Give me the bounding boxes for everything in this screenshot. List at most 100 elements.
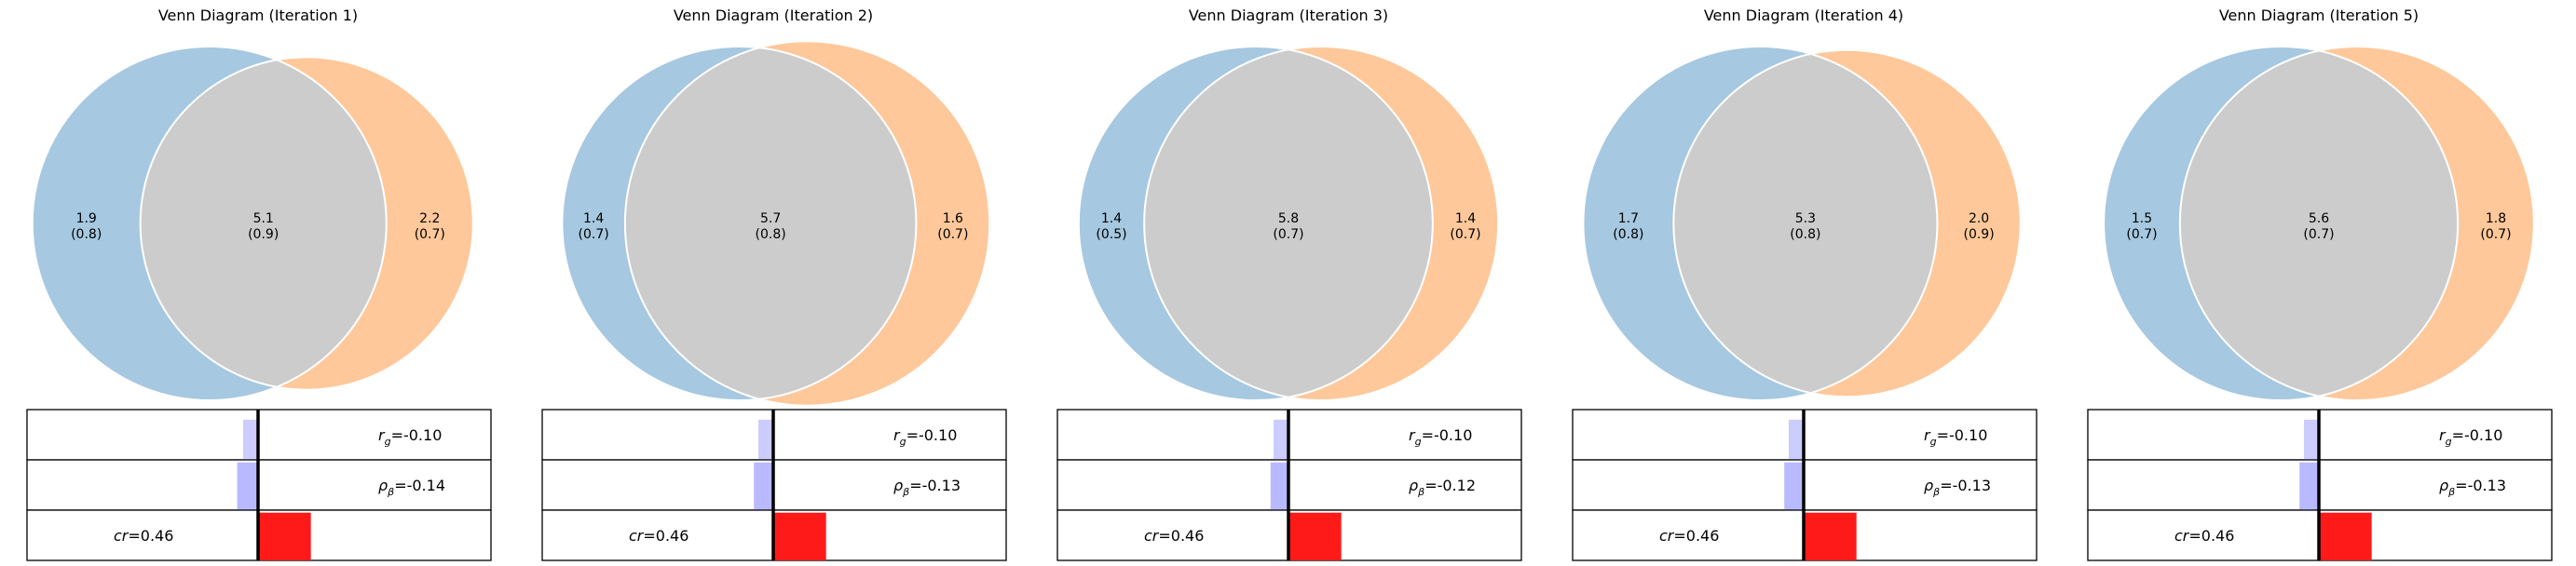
venn-panel-4: Venn Diagram (Iteration 4)1.7(0.8)5.3(0.… (1572, 7, 2038, 561)
stat-bar-rho (1270, 462, 1288, 510)
stat-subscript: β (2447, 486, 2455, 498)
left-only-value: 1.5 (2132, 211, 2152, 226)
overlap-sub: (0.9) (248, 227, 279, 242)
stat-symbol: ρ (893, 477, 903, 494)
chart-title: Venn Diagram (Iteration 5) (2219, 7, 2419, 24)
stat-value: =-0.13 (909, 477, 961, 494)
stat-bar-rg (243, 419, 258, 460)
stat-symbol: cr (1144, 527, 1160, 545)
overlap-sub: (0.8) (1790, 227, 1820, 242)
stat-bar-rg (1789, 419, 1804, 460)
stat-value: =0.46 (1158, 527, 1204, 545)
stat-bar-rho (1784, 462, 1804, 510)
stat-bar-cr (2319, 512, 2372, 560)
stat-symbol: r (893, 426, 901, 444)
overlap-sub: (0.7) (2303, 227, 2334, 242)
stat-value: =0.46 (643, 527, 688, 545)
stat-label-rho: ρβ=-0.14 (378, 477, 445, 498)
stat-symbol: r (1924, 426, 1931, 444)
stat-symbol: ρ (378, 477, 388, 494)
stat-bar-rho (2299, 462, 2319, 510)
overlap-value: 5.3 (1795, 211, 1816, 226)
stat-label-rg: rg=-0.10 (378, 426, 442, 448)
right-circle-edge (1143, 46, 1500, 401)
stat-value: =-0.10 (1937, 426, 1988, 444)
stat-label-rho: ρβ=-0.13 (1924, 477, 1991, 498)
left-only-sub: (0.8) (1613, 227, 1643, 242)
stat-subscript: g (1930, 436, 1937, 448)
stat-symbol: r (1409, 426, 1416, 444)
stat-bar-rg (2304, 419, 2319, 460)
right-only-value: 1.8 (2486, 211, 2506, 226)
left-only-value: 1.9 (76, 211, 97, 226)
stat-label-cr: cr=0.46 (629, 527, 688, 545)
stat-symbol: cr (1659, 527, 1675, 545)
stat-label-cr: cr=0.46 (1144, 527, 1204, 545)
stat-value: =-0.10 (2452, 426, 2503, 444)
left-only-value: 1.4 (583, 211, 604, 226)
stat-symbol: ρ (1924, 477, 1933, 494)
stat-subscript: g (900, 436, 906, 448)
stat-bar-rho (237, 462, 258, 510)
left-circle-edge (1077, 46, 1434, 401)
stat-value: =0.46 (2188, 527, 2234, 545)
left-only-sub: (0.5) (1096, 227, 1126, 242)
left-circle-edge (2103, 46, 2460, 401)
right-circle-edge (2178, 46, 2535, 401)
left-only-sub: (0.8) (71, 227, 102, 242)
right-only-sub: (0.9) (1963, 227, 1994, 242)
stat-label-rg: rg=-0.10 (893, 426, 957, 448)
stat-value: =-0.10 (906, 426, 958, 444)
venn-panel-3: Venn Diagram (Iteration 3)1.4(0.5)5.8(0.… (1056, 7, 1522, 561)
stat-symbol: cr (2174, 527, 2190, 545)
stat-subscript: β (387, 486, 394, 498)
stat-bar-cr (258, 512, 311, 560)
stat-value: =0.46 (128, 527, 173, 545)
right-only-value: 1.6 (943, 211, 963, 226)
stat-symbol: cr (629, 527, 645, 545)
right-circle-edge (623, 40, 991, 407)
venn-panel-1: Venn Diagram (Iteration 1)1.9(0.8)5.1(0.… (26, 7, 492, 561)
overlap-value: 5.6 (2309, 211, 2329, 226)
left-circle-edge (1582, 46, 1939, 401)
stat-bar-rg (1274, 419, 1288, 460)
stat-subscript: β (1932, 486, 1940, 498)
stat-value: =-0.13 (2455, 477, 2506, 494)
overlap-sub: (0.8) (756, 227, 786, 242)
venn-panel-2: Venn Diagram (Iteration 2)1.4(0.7)5.7(0.… (541, 7, 1007, 561)
right-only-sub: (0.7) (1450, 227, 1480, 242)
stat-value: =-0.12 (1424, 477, 1476, 494)
stat-bar-cr (773, 512, 826, 560)
chart-title: Venn Diagram (Iteration 1) (158, 7, 358, 24)
stat-symbol: r (378, 426, 386, 444)
stat-bar-rho (754, 462, 773, 510)
right-only-sub: (0.7) (415, 227, 445, 242)
right-circle-edge (139, 56, 474, 391)
right-only-sub: (0.7) (937, 227, 968, 242)
stat-subscript: g (2446, 436, 2452, 448)
right-only-value: 2.2 (419, 211, 440, 226)
stat-value: =0.46 (1673, 527, 1719, 545)
overlap-sub: (0.7) (1273, 227, 1303, 242)
left-only-sub: (0.7) (579, 227, 609, 242)
stat-label-rg: rg=-0.10 (1924, 426, 1987, 448)
stat-symbol: ρ (2439, 477, 2448, 494)
stat-bar-cr (1288, 512, 1342, 560)
chart-title: Venn Diagram (Iteration 4) (1704, 7, 1903, 24)
stat-symbol: cr (114, 527, 129, 545)
overlap-value: 5.8 (1278, 211, 1299, 226)
stat-label-rho: ρβ=-0.13 (2439, 477, 2506, 498)
left-circle-edge (561, 46, 918, 401)
right-only-value: 2.0 (1969, 211, 1989, 226)
stat-bar-cr (1804, 512, 1857, 560)
left-only-value: 1.4 (1101, 211, 1122, 226)
stat-label-cr: cr=0.46 (114, 527, 173, 545)
stat-value: =-0.10 (1422, 426, 1473, 444)
stat-label-rg: rg=-0.10 (1409, 426, 1472, 448)
stat-value: =-0.14 (394, 477, 445, 494)
stat-subscript: g (1415, 436, 1422, 448)
chart-title: Venn Diagram (Iteration 3) (1189, 7, 1388, 24)
stat-label-rg: rg=-0.10 (2439, 426, 2502, 448)
overlap-region (140, 57, 387, 390)
